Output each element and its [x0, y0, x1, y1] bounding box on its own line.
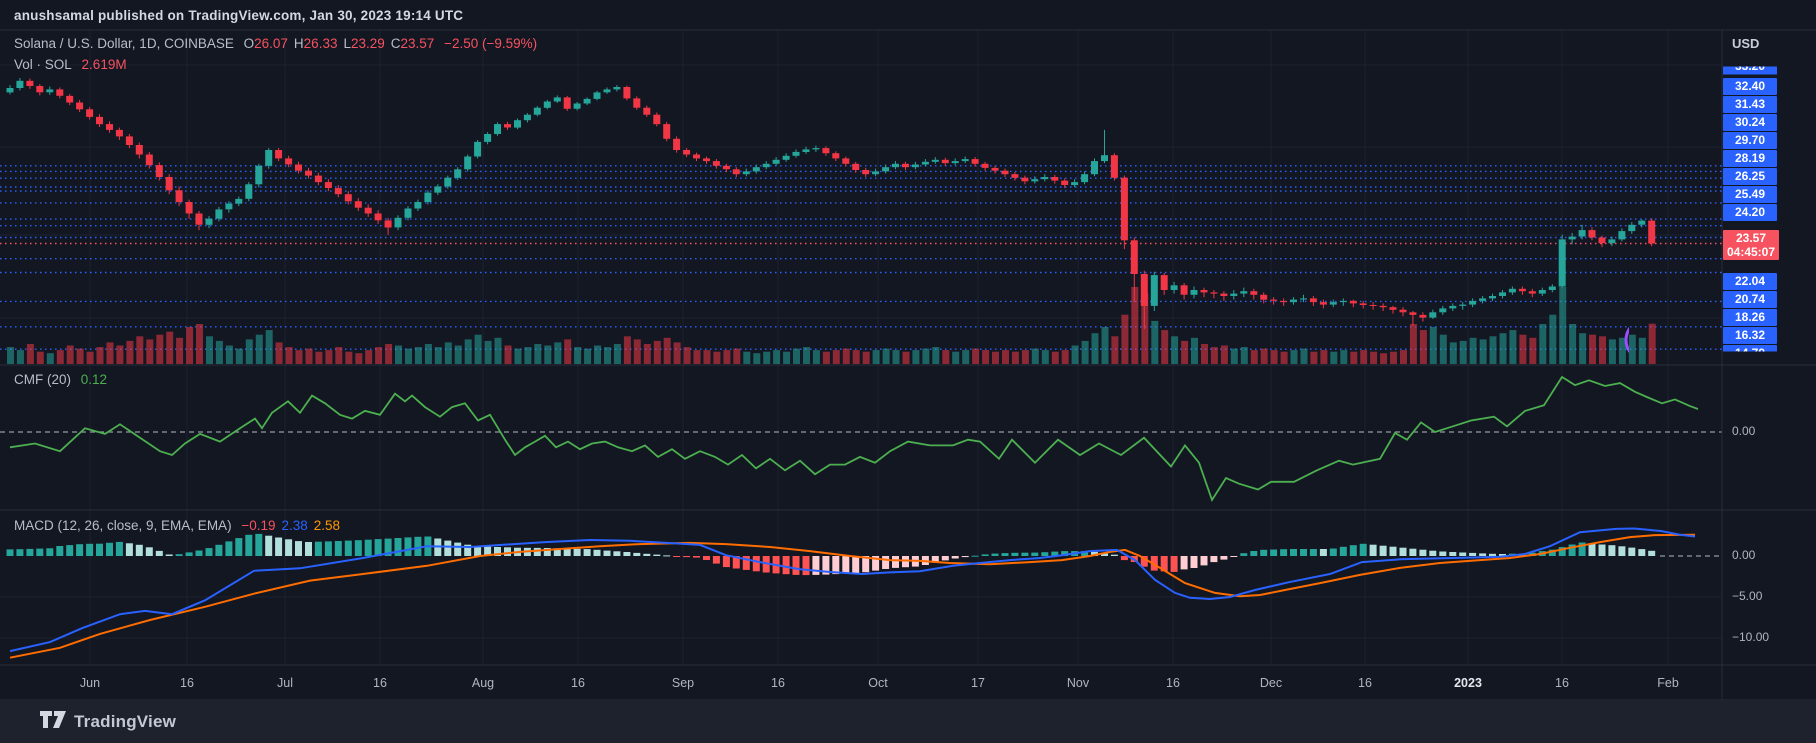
- time-tick-Aug[interactable]: Aug: [471, 676, 495, 690]
- time-tick-Dec[interactable]: Dec: [1259, 676, 1283, 690]
- current-price-value: 23.57: [1735, 231, 1767, 245]
- brand-name: TradingView: [74, 712, 177, 731]
- time-tick-2023[interactable]: 2023: [1454, 676, 1482, 690]
- indicator-axis-value: −10.00: [1732, 630, 1770, 644]
- price-level-label[interactable]: 20.74: [1723, 290, 1777, 308]
- time-tick-16[interactable]: 16: [1358, 676, 1372, 690]
- macd-legend[interactable]: MACD (12, 26, close, 9, EMA, EMA) −0.19 2…: [14, 518, 346, 533]
- time-tick-16[interactable]: 16: [1555, 676, 1569, 690]
- indicator-axis-value: −5.00: [1732, 589, 1763, 603]
- ohlc-C: C23.57: [390, 36, 435, 51]
- price-level-label[interactable]: 28.19: [1723, 149, 1777, 167]
- tradingview-logo-icon: [40, 711, 66, 728]
- price-level-label[interactable]: 31.43: [1723, 95, 1777, 113]
- price-level-label[interactable]: 22.04: [1723, 272, 1777, 290]
- tradingview-brand[interactable]: TradingView: [40, 711, 176, 733]
- indicator-axis-value: 0.00: [1732, 548, 1756, 562]
- time-tick-16[interactable]: 16: [1166, 676, 1180, 690]
- countdown-timer: 04:45:07: [1726, 245, 1776, 259]
- price-level-label[interactable]: 18.26: [1723, 308, 1777, 326]
- symbol-title[interactable]: Solana / U.S. Dollar, 1D, COINBASE: [14, 36, 234, 51]
- change-value: −2.50 (−9.59%): [444, 36, 538, 51]
- price-level-label[interactable]: 26.25: [1723, 167, 1777, 185]
- time-tick-Oct[interactable]: Oct: [868, 676, 888, 690]
- price-level-label[interactable]: 25.49: [1723, 185, 1777, 203]
- volume-value: 2.619M: [81, 57, 127, 72]
- cmf-value: 0.12: [80, 372, 108, 387]
- indicator-axis-value: 0.00: [1732, 424, 1756, 438]
- price-level-label[interactable]: 29.70: [1723, 131, 1777, 149]
- branding-bar: [0, 700, 1816, 743]
- time-tick-Nov[interactable]: Nov: [1066, 676, 1090, 690]
- ohlc-values: O26.07 H26.33 L23.29 C23.57: [244, 36, 441, 51]
- volume-legend[interactable]: Vol · SOL 2.619M: [14, 57, 127, 72]
- macd-value-0: −0.19: [241, 518, 276, 533]
- currency-label[interactable]: USD: [1732, 36, 1760, 51]
- price-level-label[interactable]: 16.32: [1723, 326, 1777, 344]
- publish-header: anushsamal published on TradingView.com,…: [14, 8, 464, 23]
- time-tick-17[interactable]: 17: [971, 676, 985, 690]
- price-level-label[interactable]: 14.79: [1723, 344, 1777, 352]
- macd-values: −0.19 2.38 2.58: [241, 518, 346, 533]
- symbol-legend[interactable]: Solana / U.S. Dollar, 1D, COINBASE O26.0…: [14, 36, 537, 51]
- ohlc-O: O26.07: [243, 36, 288, 51]
- macd-value-2: 2.58: [313, 518, 341, 533]
- macd-title[interactable]: MACD (12, 26, close, 9, EMA, EMA): [14, 518, 232, 533]
- cmf-title[interactable]: CMF (20): [14, 372, 71, 387]
- time-tick-Jul[interactable]: Jul: [277, 676, 293, 690]
- price-level-label[interactable]: 24.20: [1723, 203, 1777, 221]
- price-level-label[interactable]: 30.24: [1723, 113, 1777, 131]
- time-tick-Feb[interactable]: Feb: [1657, 676, 1679, 690]
- time-tick-Jun[interactable]: Jun: [79, 676, 101, 690]
- time-tick-16[interactable]: 16: [771, 676, 785, 690]
- volume-label: Vol · SOL: [14, 57, 72, 72]
- current-price-label[interactable]: 23.57 04:45:07: [1723, 230, 1779, 260]
- price-level-label[interactable]: 33.20: [1723, 66, 1777, 75]
- time-tick-Sep[interactable]: Sep: [671, 676, 695, 690]
- time-tick-16[interactable]: 16: [373, 676, 387, 690]
- time-tick-16[interactable]: 16: [571, 676, 585, 690]
- price-level-label[interactable]: 32.40: [1723, 77, 1777, 95]
- ohlc-L: L23.29: [343, 36, 385, 51]
- cmf-legend[interactable]: CMF (20) 0.12: [14, 372, 107, 387]
- macd-value-1: 2.38: [281, 518, 308, 533]
- ohlc-H: H26.33: [293, 36, 338, 51]
- time-tick-16[interactable]: 16: [180, 676, 194, 690]
